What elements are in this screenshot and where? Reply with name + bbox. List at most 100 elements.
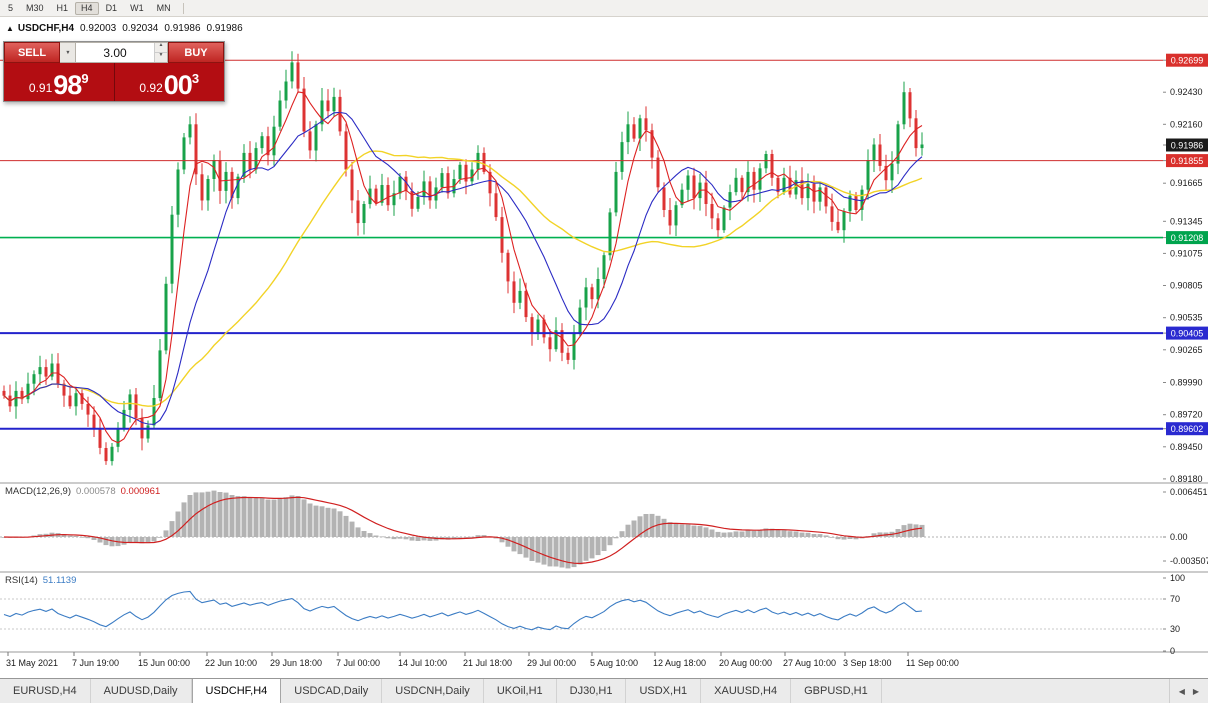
svg-text:0.91665: 0.91665 [1170,178,1203,188]
svg-text:27 Aug 10:00: 27 Aug 10:00 [783,658,836,668]
macd-main-value: 0.000578 [76,486,116,497]
price-badge [1166,138,1208,152]
ask-price-pipette: 3 [191,71,200,86]
tab-dj30-h1[interactable]: DJ30,H1 [557,679,627,703]
timeframe-mn[interactable]: MN [156,2,171,13]
svg-text:0.91075: 0.91075 [1170,248,1203,258]
svg-text:0.91208: 0.91208 [1171,233,1204,243]
macd-signal-line [3,496,923,565]
svg-text:0.92699: 0.92699 [1171,56,1204,66]
bid-price-prefix: 0.91 [28,81,53,95]
tab-usdcad-daily[interactable]: USDCAD,Daily [281,679,383,703]
svg-text:0.006451: 0.006451 [1170,487,1208,497]
tab-gbpusd-h1[interactable]: GBPUSD,H1 [791,679,882,703]
svg-text:0.92430: 0.92430 [1170,87,1203,97]
svg-text:0.91855: 0.91855 [1171,156,1204,166]
svg-text:29 Jun 18:00: 29 Jun 18:00 [270,658,322,668]
toolbar-separator [182,2,184,14]
tabs-scroll-left-button[interactable]: ◀ [1178,686,1185,696]
chart-tabs-list: EURUSD,H4 AUDUSD,Daily USDCHF,H4 USDCAD,Dai… [0,679,882,703]
chart-symbol: USDCHF,H4 [17,23,75,34]
svg-text:0.90535: 0.90535 [1170,313,1203,323]
svg-text:31 May 2021: 31 May 2021 [6,658,58,668]
tabs-scroll-right-button[interactable]: ▶ [1192,686,1199,696]
svg-text:100: 100 [1170,573,1185,583]
tab-usdchf-h4[interactable]: USDCHF,H4 [191,679,282,703]
svg-text:20 Aug 00:00: 20 Aug 00:00 [719,658,772,668]
sell-button[interactable]: SELL [4,42,60,63]
ask-price-prefix: 0.92 [139,81,163,95]
timeframe-toolbar: 5 M30 H1 H4 D1 W1 MN [0,0,1208,17]
one-click-trading-panel: SELL ▼ ▲ ▼ BUY 0.91 98 9 0.92 00 [3,41,225,102]
buy-button[interactable]: BUY [168,42,224,63]
price-badge [1166,231,1208,245]
svg-text:0.90405: 0.90405 [1171,329,1204,339]
price-chart[interactable]: 0.92699 0.92430 0.92160 0.91986 0.91855 0.916… [0,0,1208,678]
svg-text:7 Jun 19:00: 7 Jun 19:00 [72,658,119,668]
svg-text:0.92160: 0.92160 [1170,119,1203,129]
volume-increase-button[interactable]: ▲ [155,43,167,53]
price-badge [1166,422,1208,436]
tab-audusd-daily[interactable]: AUDUSD,Daily [91,679,192,703]
timeframe-h4[interactable]: H4 [75,1,99,15]
svg-text:0.90805: 0.90805 [1170,281,1203,291]
svg-text:22 Jun 10:00: 22 Jun 10:00 [205,658,257,668]
timeframe-d1[interactable]: D1 [105,2,118,13]
timeframe-h1[interactable]: H1 [56,2,69,13]
rsi-name: RSI(14) [5,575,38,586]
bid-price-big-digits: 98 [53,70,82,100]
timeframe-w1[interactable]: W1 [130,2,144,13]
chart-ohlc-header: ▲ USDCHF,H4 0.92003 0.92034 0.91986 0.91… [6,23,243,34]
svg-text:0.89602: 0.89602 [1171,424,1204,434]
svg-text:29 Jul 00:00: 29 Jul 00:00 [527,658,576,668]
price-badge [1166,154,1208,168]
volume-input[interactable] [76,43,154,62]
volume-box: ▲ ▼ [75,42,168,63]
volume-spinner: ▲ ▼ [154,43,167,62]
ma-fast [3,91,923,444]
svg-text:5 Aug 10:00: 5 Aug 10:00 [590,658,638,668]
rsi-value: 51.1139 [42,575,77,586]
dropdown-caret-icon: ▼ [64,49,71,56]
svg-text:0.89450: 0.89450 [1170,442,1203,452]
rsi-line [3,590,923,631]
tab-usdx-h1[interactable]: USDX,H1 [626,679,702,703]
svg-text:12 Aug 18:00: 12 Aug 18:00 [653,658,706,668]
volume-decrease-button[interactable]: ▼ [155,53,167,62]
volume-dropdown-button[interactable]: ▼ [60,42,75,63]
svg-text:0.89990: 0.89990 [1170,378,1203,388]
tab-usdcnh-daily[interactable]: USDCNH,Daily [382,679,484,703]
bid-price-button[interactable]: 0.91 98 9 [4,63,115,101]
svg-text:0.90265: 0.90265 [1170,345,1203,355]
bid-price-pipette: 9 [81,71,89,86]
tick-up-icon: ▲ [6,24,14,33]
price-badge [1166,53,1208,67]
svg-text:0.89180: 0.89180 [1170,474,1203,484]
svg-text:0.89720: 0.89720 [1170,410,1203,420]
timeframe-m30[interactable]: M30 [26,2,44,13]
price-badge [1166,326,1208,340]
ohlc-high: 0.92034 [122,23,159,34]
svg-text:0.91345: 0.91345 [1170,216,1203,226]
trade-controls-row: SELL ▼ ▲ ▼ BUY [4,42,224,63]
svg-text:-0.003507: -0.003507 [1170,556,1208,566]
svg-text:3 Sep 18:00: 3 Sep 18:00 [843,658,892,668]
ask-price-button[interactable]: 0.92 00 3 [115,63,225,101]
tab-nav: ◀ ▶ [1168,679,1208,703]
macd-signal-value: 0.000961 [120,486,161,497]
ask-price-big-digits: 00 [163,70,193,100]
svg-text:11 Sep 00:00: 11 Sep 00:00 [906,658,959,668]
ohlc-open: 0.92003 [80,23,117,34]
timeframe-5[interactable]: 5 [8,2,14,13]
tab-eurusd-h4[interactable]: EURUSD,H4 [0,679,91,703]
ohlc-low: 0.91986 [164,23,201,34]
tab-ukoil-h1[interactable]: UKOil,H1 [484,679,557,703]
svg-text:70: 70 [1170,594,1180,604]
ma-mid [3,111,923,425]
tab-xauusd-h4[interactable]: XAUUSD,H4 [701,679,792,703]
svg-text:14 Jul 10:00: 14 Jul 10:00 [398,658,447,668]
trade-prices-row: 0.91 98 9 0.92 00 3 [4,63,224,101]
svg-text:21 Jul 18:00: 21 Jul 18:00 [463,658,512,668]
ohlc-close: 0.91986 [206,23,243,34]
